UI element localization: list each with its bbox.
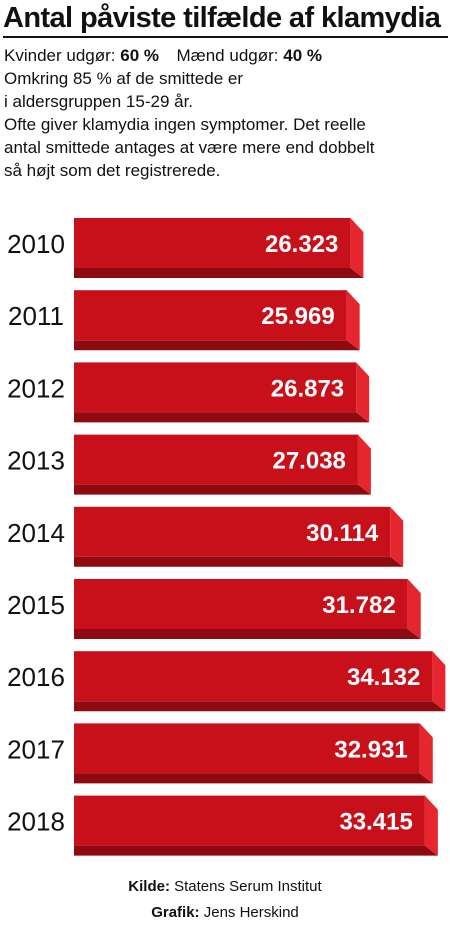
women-value: 60 % xyxy=(120,46,159,65)
gender-split-line: Kvinder udgør: 60 % Mænd udgør: 40 % xyxy=(4,44,448,67)
intro-line: antal smittede antages at være mere end … xyxy=(4,138,375,157)
source-value: Statens Serum Institut xyxy=(174,878,322,895)
year-label: 2010 xyxy=(7,229,65,259)
year-label: 2012 xyxy=(7,373,65,403)
bar xyxy=(74,506,391,557)
bar xyxy=(74,362,357,413)
bar-group: 27.038 2013 xyxy=(7,434,371,495)
bar-bottom xyxy=(74,412,370,423)
intro-line: i aldersgruppen 15-29 år. xyxy=(4,92,194,111)
intro-line: så højt som det registrerede. xyxy=(4,161,221,180)
bar-group: 34.132 2016 xyxy=(7,651,446,712)
bar-side xyxy=(424,795,438,856)
bar xyxy=(74,290,347,341)
bar xyxy=(74,723,420,774)
source-credit: Kilde: Statens Serum Institut xyxy=(0,877,450,897)
bar xyxy=(74,795,425,846)
graphic-credit: Grafik: Jens Herskind xyxy=(0,903,450,923)
bar-side xyxy=(407,579,421,639)
bar xyxy=(74,218,351,268)
bar-side xyxy=(432,651,446,712)
bar-group: 25.969 2011 xyxy=(8,290,360,351)
bar-bottom xyxy=(74,773,433,784)
bar-value-label: 30.114 xyxy=(306,520,379,547)
year-label: 2015 xyxy=(7,590,65,620)
bar-value-label: 26.873 xyxy=(271,375,344,402)
year-label: 2013 xyxy=(7,446,65,476)
bar-side xyxy=(356,362,370,423)
bar-side xyxy=(357,434,371,495)
bar-value-label: 34.132 xyxy=(347,664,420,691)
graphic-value: Jens Herskind xyxy=(203,904,299,921)
intro-line: Ofte giver klamydia ingen symptomer. Det… xyxy=(4,115,366,134)
bar-bottom xyxy=(74,484,371,495)
bar-value-label: 32.931 xyxy=(334,736,407,763)
bar-bottom xyxy=(74,556,404,567)
men-value: 40 % xyxy=(283,46,322,65)
source-label: Kilde: xyxy=(128,878,170,895)
bar-side xyxy=(390,506,404,567)
bar-bottom xyxy=(74,340,360,351)
bar-group: 33.415 2018 xyxy=(7,795,438,856)
bar-group: 26.873 2012 xyxy=(7,362,370,423)
title-divider xyxy=(3,36,448,38)
graphic-label: Grafik: xyxy=(151,904,200,921)
year-label: 2011 xyxy=(8,301,64,331)
bar xyxy=(74,651,433,702)
year-label: 2014 xyxy=(7,518,65,548)
bar-group: 32.931 2017 xyxy=(7,723,433,784)
bar-side xyxy=(346,290,360,351)
bar-value-label: 26.323 xyxy=(265,231,338,258)
bar-group: 30.114 2014 xyxy=(7,506,404,567)
men-label: Mænd udgør: xyxy=(176,46,279,65)
bar-bottom xyxy=(74,845,438,856)
bar-group: 31.782 2015 xyxy=(7,579,421,639)
bar xyxy=(74,579,408,629)
intro-line: Omkring 85 % af de smittede er xyxy=(4,69,244,88)
bar-value-label: 31.782 xyxy=(322,592,395,619)
bar-bottom xyxy=(74,268,364,278)
year-label: 2018 xyxy=(7,807,65,837)
bar-value-label: 27.038 xyxy=(272,448,345,475)
women-label: Kvinder udgør: xyxy=(4,46,116,65)
year-label: 2017 xyxy=(7,734,65,764)
year-label: 2016 xyxy=(7,662,65,692)
page-title: Antal påviste tilfælde af klamydia xyxy=(3,2,441,34)
bar xyxy=(74,434,358,485)
bar-value-label: 25.969 xyxy=(261,303,334,330)
bar-bottom xyxy=(74,701,446,712)
bar-value-label: 33.415 xyxy=(339,809,412,836)
bar-group: 26.323 2010 xyxy=(7,218,364,278)
bar-bottom xyxy=(74,629,421,639)
bar-side xyxy=(419,723,433,784)
bar-side xyxy=(350,218,364,278)
intro-text: Kvinder udgør: 60 % Mænd udgør: 40 % Omk… xyxy=(4,44,448,182)
